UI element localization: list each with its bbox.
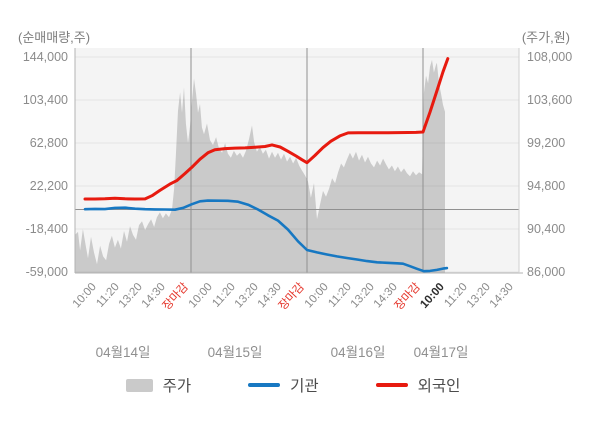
left-axis-tick-label: 22,200 <box>29 179 68 193</box>
right-axis-title: (주가,원) <box>521 30 570 45</box>
legend-item-price: 주가 <box>125 374 192 396</box>
right-axis-tick-label: 99,200 <box>527 136 566 150</box>
price-area-series <box>75 59 445 274</box>
legend-item-institution: 기관 <box>248 374 319 396</box>
left-axis-tick-label: -18,400 <box>25 222 68 236</box>
right-axis-tick-label: 94,800 <box>527 179 566 193</box>
left-axis-tick-label: 103,400 <box>22 93 68 107</box>
foreign-swatch-icon <box>375 383 408 387</box>
chart-legend: 주가 기관 외국인 <box>0 374 586 396</box>
legend-label: 주가 <box>162 378 192 395</box>
legend-label: 외국인 <box>417 378 461 395</box>
legend-item-foreign: 외국인 <box>375 374 461 396</box>
x-axis-day-label: 04월16일 <box>330 345 386 360</box>
left-axis-tick-label: 144,000 <box>22 50 68 64</box>
x-axis-day-label: 04월15일 <box>207 345 263 360</box>
right-axis-tick-label: 103,600 <box>527 93 573 107</box>
left-axis-title: (순매매량,주) <box>18 30 91 45</box>
right-axis-tick-label: 86,000 <box>527 265 566 279</box>
left-axis-tick-label: -59,000 <box>25 265 68 279</box>
institution-line-series <box>83 199 449 273</box>
right-axis-tick-label: 90,400 <box>527 222 566 236</box>
foreign-line-series <box>83 57 450 201</box>
x-axis-day-label: 04월14일 <box>95 345 151 360</box>
legend-label: 기관 <box>290 378 319 395</box>
x-axis-day-label: 04월17일 <box>413 345 469 360</box>
left-axis-tick-label: 62,800 <box>29 136 68 150</box>
right-axis-tick-label: 108,000 <box>527 50 573 64</box>
price-swatch-icon <box>125 378 153 392</box>
institution-swatch-icon <box>248 383 281 387</box>
